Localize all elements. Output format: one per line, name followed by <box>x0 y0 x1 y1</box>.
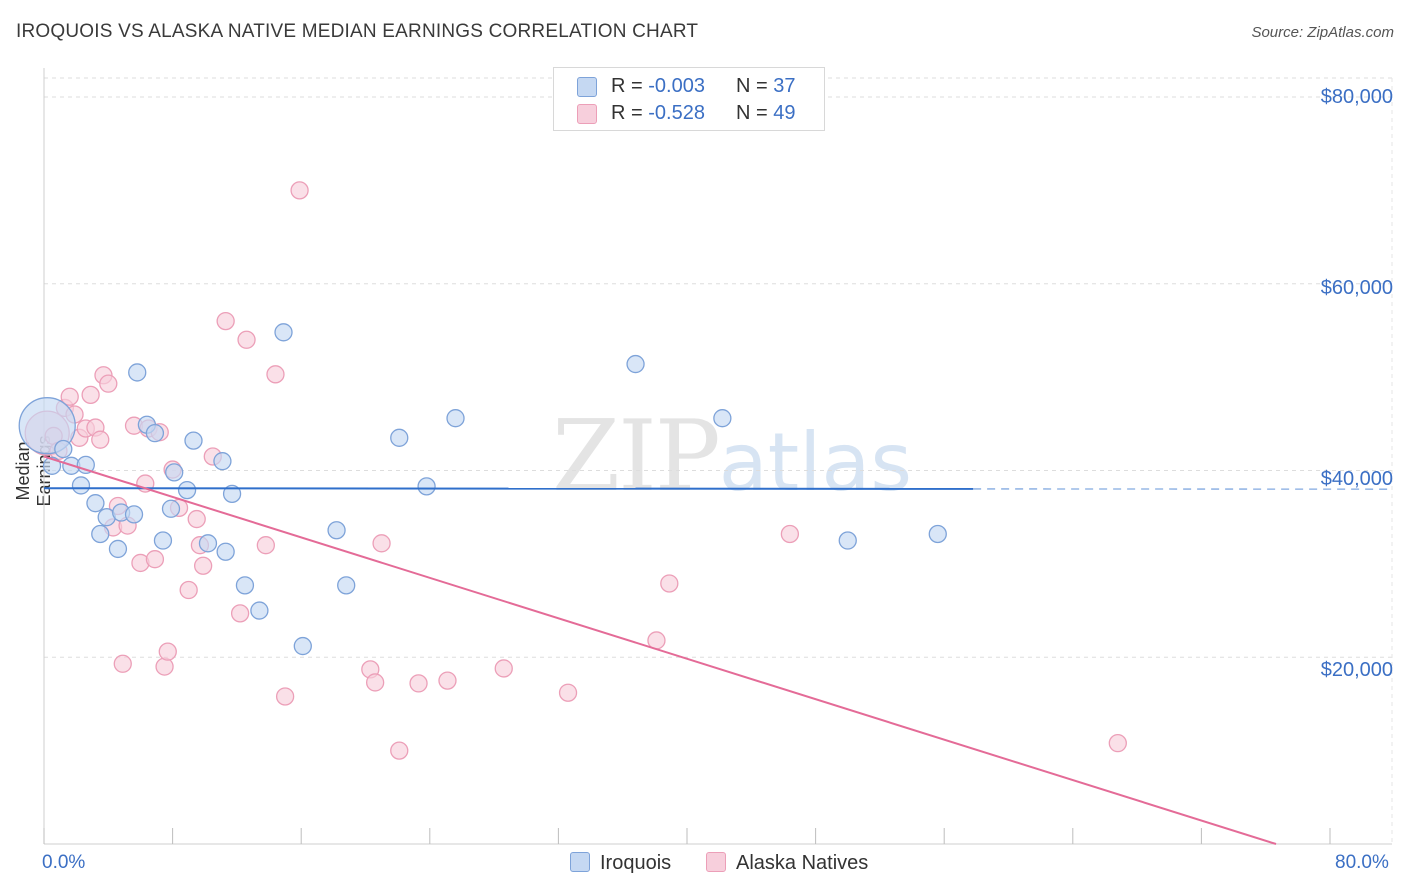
alaska-natives-point <box>187 509 206 529</box>
alaska-natives-point <box>60 387 79 406</box>
source-note: Source: ZipAtlas.com <box>1251 24 1394 41</box>
alaska-natives-point <box>365 673 385 692</box>
iroquois-point <box>184 431 203 450</box>
iroquois-point <box>327 521 346 540</box>
watermark-zip: ZIP <box>552 400 721 514</box>
iroquois-point <box>928 524 947 544</box>
iroquois-point <box>177 480 197 500</box>
chart-title: IROQUOIS VS ALASKA NATIVE MEDIAN EARNING… <box>16 21 699 42</box>
alaska-natives-point <box>113 654 132 673</box>
iroquois-point <box>626 354 645 374</box>
alaska-natives-point <box>660 574 679 593</box>
iroquois-point <box>838 531 857 550</box>
iroquois-point <box>71 476 91 495</box>
iroquois-point <box>42 456 62 475</box>
alaska-natives-point <box>256 536 275 555</box>
legend-item-alaska-natives[interactable]: Alaska Natives <box>706 852 868 875</box>
alaska-natives-point <box>558 683 578 702</box>
correlation-legend: R = -0.003 N = 37 R = -0.528 N = 49 <box>553 67 825 131</box>
legend-n-label: N = <box>736 102 768 124</box>
iroquois-point <box>153 531 173 550</box>
alaska-natives-point <box>494 659 513 678</box>
legend-row-iroquois: R = -0.003 N = 37 <box>554 75 824 99</box>
legend-swatch-blue <box>577 77 597 97</box>
x-tick-label-max: 80.0% <box>1335 852 1389 873</box>
legend-r-value: -0.003 <box>648 75 705 97</box>
alaska-natives-point <box>390 741 409 760</box>
iroquois-point <box>446 409 465 428</box>
iroquois-point <box>198 534 218 553</box>
iroquois-point <box>108 539 128 559</box>
alaska-natives-point <box>266 365 285 384</box>
legend-r-label: R = <box>611 75 643 97</box>
x-tick-label-min: 0.0% <box>42 852 86 873</box>
alaska-natives-point <box>438 671 457 690</box>
iroquois-point <box>91 524 110 544</box>
alaska-natives-trend-line <box>43 455 1277 845</box>
legend-row-alaska: R = -0.528 N = 49 <box>554 102 824 126</box>
legend-swatch-pink <box>577 104 597 124</box>
iroquois-point <box>222 484 242 503</box>
alaska-natives-point <box>409 674 428 693</box>
iroquois-point <box>390 428 409 447</box>
alaska-natives-point <box>290 181 309 200</box>
alaska-natives-point <box>155 657 174 676</box>
legend-item-iroquois[interactable]: Iroquois <box>570 852 671 875</box>
alaska-natives-point <box>230 604 250 623</box>
legend-r-value: -0.528 <box>648 102 705 124</box>
iroquois-point <box>250 601 269 620</box>
alaska-natives-point <box>145 550 165 569</box>
alaska-natives-point <box>275 687 295 706</box>
alaska-natives-point <box>237 330 256 349</box>
alaska-natives-point <box>81 385 100 405</box>
alaska-natives-point <box>179 580 198 600</box>
iroquois-point <box>161 499 181 518</box>
watermark: ZIPatlas <box>552 400 912 514</box>
legend-r-label: R = <box>611 102 643 124</box>
iroquois-point <box>713 409 732 428</box>
legend-label-iroquois: Iroquois <box>600 852 672 874</box>
legend-n-value: 37 <box>773 75 796 97</box>
alaska-natives-point <box>1108 734 1127 753</box>
legend-swatch-alaska-natives <box>706 852 726 872</box>
iroquois-point <box>124 505 144 524</box>
y-tick-label-40000: $40,000 <box>1320 468 1393 490</box>
y-tick-label-60000: $60,000 <box>1320 277 1393 299</box>
iroquois-point <box>337 576 356 595</box>
iroquois-point <box>216 542 235 561</box>
legend-label-alaska-natives: Alaska Natives <box>736 852 869 874</box>
iroquois-point <box>18 397 76 455</box>
iroquois-point <box>235 576 255 595</box>
iroquois-point <box>86 494 105 513</box>
alaska-natives-point <box>99 374 118 393</box>
iroquois-point <box>417 477 436 496</box>
alaska-natives-point <box>91 430 110 449</box>
legend-swatch-iroquois <box>570 852 590 872</box>
legend-n-value: 49 <box>773 102 796 124</box>
iroquois-point <box>145 423 165 443</box>
alaska-natives-point <box>780 524 800 544</box>
alaska-natives-point <box>193 556 213 575</box>
iroquois-point <box>213 452 232 471</box>
alaska-natives-point <box>216 311 235 331</box>
legend-n-label: N = <box>736 75 768 97</box>
y-tick-label-80000: $80,000 <box>1320 86 1393 108</box>
iroquois-point <box>128 363 147 382</box>
iroquois-point <box>54 439 73 459</box>
watermark-atlas: atlas <box>718 416 913 509</box>
iroquois-point <box>165 463 184 482</box>
iroquois-point <box>274 323 293 342</box>
alaska-natives-point <box>158 642 177 661</box>
alaska-natives-point <box>372 534 391 553</box>
iroquois-trend-line <box>43 487 974 490</box>
y-tick-label-20000: $20,000 <box>1320 659 1393 681</box>
iroquois-point <box>293 636 312 656</box>
